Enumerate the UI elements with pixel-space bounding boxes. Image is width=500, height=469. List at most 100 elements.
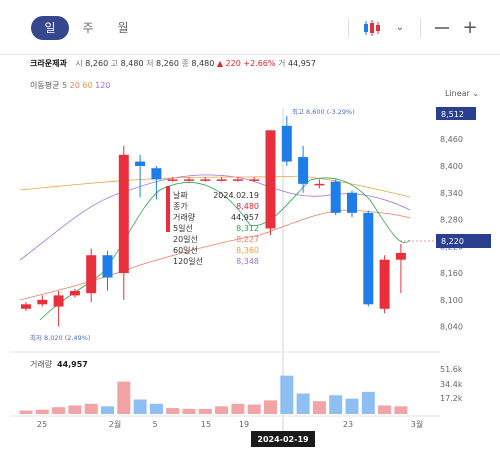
x-tick: 15 — [201, 420, 211, 429]
x-tick: 2월 — [109, 419, 121, 429]
tooltip-label: 종가 — [173, 202, 188, 211]
crosshair-date-bg — [251, 431, 315, 447]
volume-axis: 51.6k 34.4k 17.2k — [440, 365, 463, 403]
tab-day[interactable]: 일 — [31, 16, 69, 40]
low-marker: 최저 8,020 (2.49%) — [30, 333, 90, 342]
tooltip-value: 8,312 — [236, 224, 259, 233]
price-tick: 8,160 — [440, 269, 463, 278]
tab-week[interactable]: 주 — [82, 21, 94, 35]
volume-bar — [394, 406, 408, 414]
tab-month[interactable]: 월 — [117, 21, 129, 35]
candle-body[interactable] — [347, 192, 357, 213]
price-tick: 8,340 — [440, 189, 463, 198]
tooltip-value: 8,227 — [236, 235, 259, 244]
timeframe-tabbar: 일 주 월 ⌄ + — [0, 0, 500, 55]
stock-name: 크라운제과 — [30, 59, 67, 68]
open-value: 8,260 — [85, 59, 109, 68]
candle-body[interactable] — [379, 259, 390, 309]
volume-bar — [329, 395, 343, 414]
ma-period-60[interactable]: 60 — [79, 81, 93, 90]
x-tick: 5 — [152, 420, 157, 429]
candle-body[interactable] — [184, 179, 194, 181]
candle-body[interactable] — [53, 295, 64, 307]
volume-tick: 34.4k — [440, 380, 463, 389]
candle-body[interactable] — [281, 125, 292, 162]
volume-bar — [280, 375, 294, 414]
candle-body[interactable] — [314, 183, 325, 186]
volume-bar — [345, 398, 359, 414]
candle-body[interactable] — [135, 161, 146, 166]
volume-bar — [166, 408, 180, 414]
volume-panel-label: 거래량 — [30, 359, 53, 369]
tooltip-label: 60일선 — [173, 246, 198, 255]
plus-icon[interactable]: + — [462, 17, 478, 38]
tooltip-value: 8,480 — [236, 202, 259, 211]
volume-bar — [231, 403, 245, 414]
candle-body[interactable] — [21, 304, 31, 309]
volume-panel-value: 44,957 — [57, 360, 88, 369]
price-tick: 8,100 — [440, 296, 463, 305]
volume-bar — [198, 408, 212, 414]
toolbar-separator — [348, 18, 349, 38]
high-value: 8,480 — [120, 59, 144, 68]
ma-period-20[interactable]: 20 — [67, 81, 80, 90]
candle-body[interactable] — [249, 179, 260, 181]
volume-bar — [84, 403, 98, 414]
chevron-down-icon[interactable]: ⌄ — [395, 22, 405, 33]
tooltip-marker — [166, 186, 170, 232]
ma-period-120[interactable]: 120 — [92, 81, 111, 90]
tooltip-label: 120일선 — [173, 257, 203, 266]
volume-bar — [35, 409, 49, 414]
moving-average-lines — [19, 174, 411, 321]
change-percent: +2.66% — [243, 59, 276, 68]
candle-body[interactable] — [216, 179, 227, 181]
tooltip-label: 5일선 — [173, 224, 193, 233]
candle-body[interactable] — [37, 299, 48, 305]
volume-bars — [19, 375, 408, 414]
volume-bar — [312, 401, 326, 414]
candle-body[interactable] — [232, 179, 243, 181]
close-value: 8,480 — [191, 59, 215, 68]
ma-period-5[interactable]: 5 — [62, 81, 68, 90]
candle-body[interactable] — [118, 154, 129, 274]
toolbar-separator — [420, 18, 421, 38]
moving-average-legend[interactable]: 이동평균 5 20 60 120 — [30, 80, 110, 91]
open-label: 시 — [75, 59, 83, 68]
pen-icon[interactable] — [432, 16, 452, 40]
volume-bar — [361, 391, 375, 414]
close-label: 종 — [181, 59, 189, 68]
ma60-line — [19, 175, 411, 198]
volume-bar — [101, 406, 114, 414]
candle-body[interactable] — [102, 255, 113, 278]
candle-body[interactable] — [167, 179, 178, 181]
candle-body[interactable] — [69, 290, 80, 296]
candle-body[interactable] — [395, 253, 406, 260]
last-price-tag-bg — [436, 107, 476, 120]
volume-tick: 17.2k — [440, 394, 463, 403]
volume-bar — [149, 403, 163, 414]
tooltip-value: 8,348 — [236, 257, 259, 266]
x-tick: 23 — [343, 420, 353, 429]
candle-body[interactable] — [330, 181, 341, 213]
price-tick: 8,400 — [440, 162, 463, 171]
x-tick: 25 — [37, 420, 47, 429]
candle-body[interactable] — [86, 255, 97, 294]
volume-value: 44,957 — [287, 59, 316, 68]
candle-body[interactable] — [363, 212, 374, 305]
tooltip-value: 8,360 — [236, 246, 259, 255]
candle-body[interactable] — [200, 179, 211, 181]
candle-body[interactable] — [265, 130, 276, 229]
candlestick-icon[interactable] — [360, 16, 384, 40]
low-value: 8,260 — [156, 59, 179, 68]
candles-group — [21, 116, 406, 327]
candle-body[interactable] — [151, 168, 162, 180]
tooltip-value: 2024.02.19 — [213, 191, 259, 200]
candle-body[interactable] — [298, 157, 309, 184]
scale-button[interactable]: Linear ⌄ — [445, 89, 479, 98]
volume-bar — [117, 381, 131, 414]
scale-label: Linear — [445, 89, 470, 98]
volume-bar — [215, 406, 229, 414]
volume-bar — [378, 405, 392, 414]
